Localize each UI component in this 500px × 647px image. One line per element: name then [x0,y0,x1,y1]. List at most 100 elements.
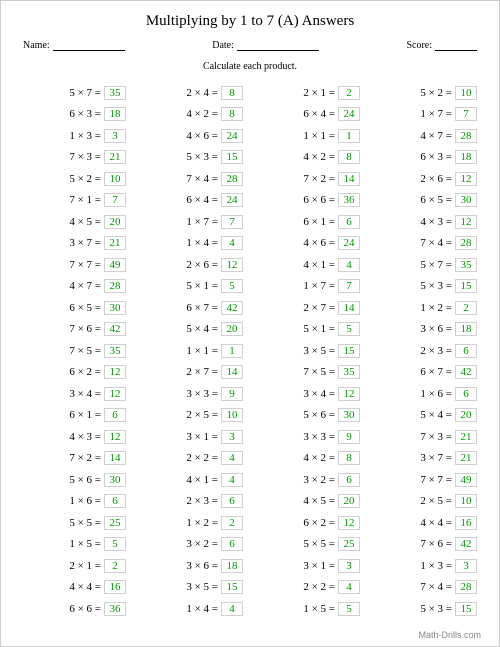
problem-expression: 6 × 4 = [186,194,218,206]
problem-cell: 1 × 6 =6 [374,383,477,405]
problem-answer: 28 [455,236,477,250]
problem-answer: 30 [455,193,477,207]
problem-expression: 3 × 2 = [186,538,218,550]
problem-answer: 12 [104,387,126,401]
problem-expression: 6 × 7 = [420,366,452,378]
problem-expression: 5 × 3 = [420,603,452,615]
problem-cell: 7 × 3 =21 [374,426,477,448]
problem-answer: 42 [221,301,243,315]
problem-answer: 6 [455,344,477,358]
problem-expression: 5 × 6 = [303,409,335,421]
problem-cell: 4 × 6 =24 [257,233,360,255]
problem-expression: 4 × 7 = [420,130,452,142]
problem-answer: 9 [221,387,243,401]
problem-answer: 24 [338,107,360,121]
problem-answer: 3 [338,559,360,573]
problem-cell: 7 × 4 =28 [374,577,477,599]
problem-answer: 36 [104,602,126,616]
problem-cell: 7 × 4 =28 [140,168,243,190]
problem-answer: 24 [338,236,360,250]
score-line[interactable] [435,41,477,51]
problem-answer: 21 [455,430,477,444]
problem-cell: 1 × 7 =7 [140,211,243,233]
problem-cell: 5 × 5 =25 [23,512,126,534]
problem-answer: 6 [221,494,243,508]
problem-expression: 4 × 2 = [303,452,335,464]
problem-expression: 7 × 6 = [69,323,101,335]
problem-cell: 2 × 6 =12 [140,254,243,276]
problem-expression: 7 × 7 = [420,474,452,486]
footer-credit: Math-Drills.com [418,630,481,640]
date-line[interactable] [237,41,319,51]
problem-expression: 2 × 4 = [186,87,218,99]
problem-cell: 7 × 5 =35 [23,340,126,362]
problem-expression: 2 × 1 = [303,87,335,99]
problem-answer: 5 [221,279,243,293]
problem-expression: 5 × 1 = [186,280,218,292]
problem-cell: 1 × 2 =2 [374,297,477,319]
problem-cell: 7 × 4 =28 [374,233,477,255]
problem-cell: 2 × 1 =2 [257,82,360,104]
problem-answer: 15 [221,580,243,594]
problem-cell: 2 × 5 =10 [374,491,477,513]
problem-answer: 10 [104,172,126,186]
problem-answer: 30 [338,408,360,422]
problem-expression: 6 × 2 = [69,366,101,378]
problem-cell: 4 × 2 =8 [257,448,360,470]
problem-expression: 4 × 5 = [303,495,335,507]
problem-answer: 2 [104,559,126,573]
problem-answer: 49 [104,258,126,272]
problem-cell: 2 × 2 =4 [140,448,243,470]
problem-expression: 5 × 1 = [303,323,335,335]
problem-expression: 7 × 5 = [69,345,101,357]
problem-expression: 1 × 6 = [420,388,452,400]
problem-expression: 2 × 7 = [186,366,218,378]
problem-answer: 9 [338,430,360,444]
problem-answer: 28 [455,129,477,143]
problem-expression: 6 × 3 = [420,151,452,163]
problem-expression: 2 × 6 = [420,173,452,185]
problem-cell: 1 × 1 =1 [140,340,243,362]
problem-cell: 6 × 4 =24 [257,104,360,126]
problem-answer: 12 [104,365,126,379]
problem-answer: 5 [104,537,126,551]
problem-answer: 4 [221,473,243,487]
problem-answer: 42 [455,537,477,551]
problem-cell: 7 × 6 =42 [374,534,477,556]
problem-answer: 5 [338,602,360,616]
problem-answer: 3 [104,129,126,143]
problem-cell: 1 × 7 =7 [374,104,477,126]
problem-expression: 1 × 7 = [303,280,335,292]
problem-answer: 4 [221,236,243,250]
problem-cell: 6 × 3 =18 [374,147,477,169]
problem-cell: 3 × 1 =3 [257,555,360,577]
problem-answer: 12 [104,430,126,444]
instruction: Calculate each product. [19,61,481,72]
problem-expression: 7 × 7 = [69,259,101,271]
problem-cell: 6 × 7 =42 [374,362,477,384]
problem-cell: 7 × 6 =42 [23,319,126,341]
problem-cell: 5 × 7 =35 [23,82,126,104]
problem-expression: 6 × 1 = [303,216,335,228]
name-line[interactable] [53,41,125,51]
problem-answer: 8 [338,451,360,465]
problem-expression: 1 × 4 = [186,237,218,249]
problem-cell: 1 × 5 =5 [257,598,360,620]
problem-cell: 3 × 5 =15 [140,577,243,599]
problem-expression: 1 × 3 = [69,130,101,142]
problem-expression: 6 × 6 = [69,603,101,615]
problem-answer: 36 [338,193,360,207]
problem-cell: 5 × 2 =10 [23,168,126,190]
problem-answer: 15 [455,279,477,293]
problem-cell: 5 × 3 =15 [374,598,477,620]
problem-expression: 7 × 3 = [420,431,452,443]
problem-answer: 7 [338,279,360,293]
problem-cell: 1 × 1 =1 [257,125,360,147]
problem-expression: 1 × 2 = [186,517,218,529]
problem-answer: 4 [221,451,243,465]
problem-expression: 5 × 3 = [186,151,218,163]
problem-cell: 5 × 2 =10 [374,82,477,104]
problem-expression: 5 × 5 = [69,517,101,529]
problem-cell: 3 × 2 =6 [257,469,360,491]
problem-expression: 1 × 1 = [303,130,335,142]
